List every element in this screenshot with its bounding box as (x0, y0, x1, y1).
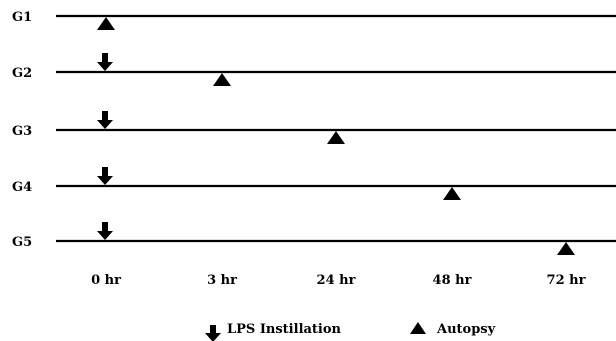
lps-arrow-icon (97, 53, 113, 71)
group-row: G4 (12, 167, 616, 200)
autopsy-triangle-icon (327, 131, 345, 144)
group-rows: G1 G2 G3 G4 G5 (12, 10, 616, 255)
group-label: G5 (12, 235, 32, 250)
autopsy-triangle-icon (443, 187, 461, 200)
legend-autopsy: Autopsy (410, 322, 496, 337)
group-label: G2 (12, 66, 32, 81)
legend: LPS Instillation Autopsy (205, 322, 496, 341)
legend-autopsy-label: Autopsy (436, 322, 496, 337)
legend-lps: LPS Instillation (205, 322, 342, 341)
group-row: G2 (12, 53, 616, 86)
legend-lps-label: LPS Instillation (227, 322, 342, 337)
time-label: 48 hr (433, 273, 472, 288)
group-label: G4 (12, 180, 32, 195)
autopsy-triangle-icon (213, 73, 231, 86)
autopsy-triangle-icon (557, 242, 575, 255)
time-label: 72 hr (547, 273, 586, 288)
lps-arrow-icon (97, 222, 113, 240)
lps-arrow-icon (97, 167, 113, 185)
time-axis: 0 hr 3 hr 24 hr 48 hr 72 hr (91, 273, 586, 288)
autopsy-triangle-icon (97, 17, 115, 30)
time-label: 3 hr (207, 273, 237, 288)
down-arrow-icon (205, 325, 221, 341)
time-label: 0 hr (91, 273, 121, 288)
group-label: G1 (12, 10, 32, 25)
group-label: G3 (12, 124, 32, 139)
time-label: 24 hr (317, 273, 356, 288)
triangle-icon (410, 322, 426, 334)
group-row: G5 (12, 222, 616, 255)
lps-arrow-icon (97, 111, 113, 129)
group-row: G1 (12, 10, 616, 30)
group-row: G3 (12, 111, 616, 144)
